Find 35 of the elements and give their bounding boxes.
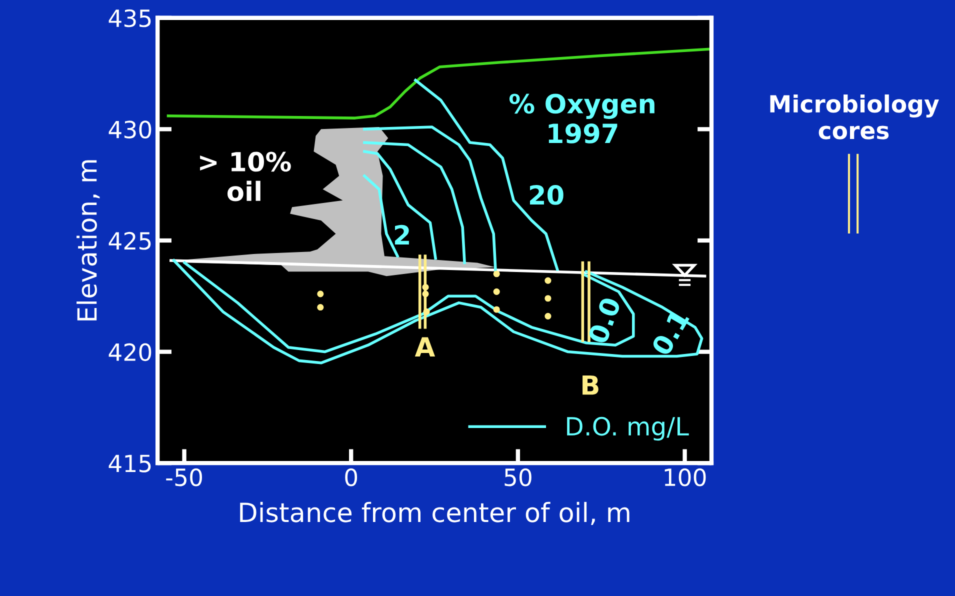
y-tick-label: 420	[108, 343, 152, 362]
x-tick-label: 0	[345, 468, 358, 486]
point	[544, 295, 552, 302]
x-tick-label: -50	[166, 468, 202, 486]
annotation: 0.0	[587, 296, 622, 345]
y-tick-label: 435	[108, 9, 151, 28]
legend-label: D.O. mg/L	[567, 416, 689, 441]
annotation: 20	[530, 184, 564, 205]
annotation: % Oxygen 1997	[509, 94, 654, 144]
line-series	[363, 150, 437, 260]
line-series	[172, 259, 704, 364]
point	[317, 290, 324, 298]
line-series	[363, 141, 466, 264]
x-tick-label: 50	[504, 468, 532, 486]
point	[423, 308, 430, 316]
point	[544, 277, 552, 284]
annotation: > 10% oil	[200, 152, 291, 202]
point	[422, 284, 429, 291]
x-tick-label: 100	[664, 468, 706, 486]
x-axis-title: Distance from center of oil, m	[240, 502, 630, 526]
point	[317, 304, 324, 311]
y-tick-label: 415	[108, 454, 151, 472]
annotation: B	[582, 375, 598, 395]
annotation: 2	[394, 224, 409, 244]
point	[493, 270, 500, 278]
line-series	[166, 48, 712, 120]
point	[493, 288, 500, 295]
point	[422, 290, 429, 298]
point	[493, 306, 500, 313]
point	[544, 312, 552, 320]
y-axis-title: Elevation, m	[76, 160, 100, 320]
y-tick-label: 430	[108, 120, 152, 138]
text: Microbiology cores	[770, 94, 939, 140]
annotation: A	[414, 337, 436, 357]
y-tick-label: 425	[108, 232, 151, 250]
